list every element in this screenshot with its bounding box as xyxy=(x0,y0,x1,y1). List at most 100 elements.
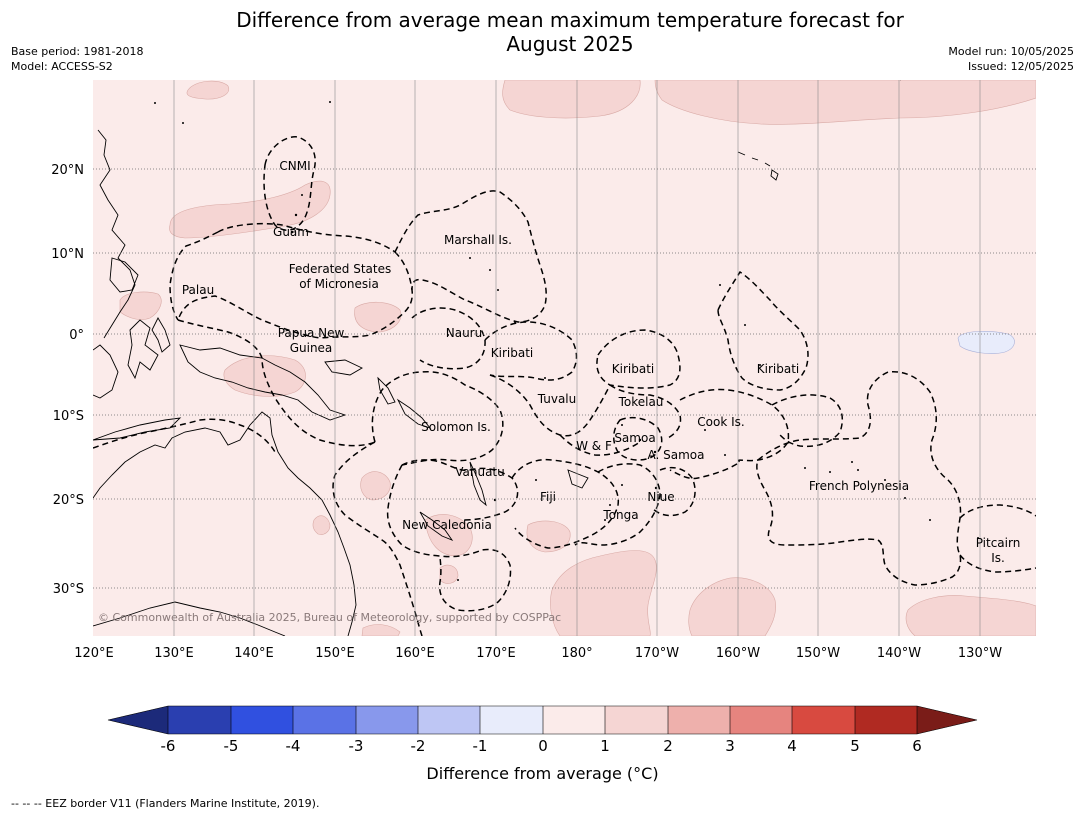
colorbar-bin xyxy=(480,706,543,734)
island-dot xyxy=(977,537,979,539)
label-asamoa: A. Samoa xyxy=(648,448,705,462)
island-dot xyxy=(604,519,606,521)
island-dot xyxy=(638,438,642,442)
lon-tick: 160°E xyxy=(395,646,435,661)
label-french-polynesia: French Polynesia xyxy=(809,479,909,493)
meta-left: Base period: 1981-2018 Model: ACCESS-S2 xyxy=(11,44,143,74)
meta-right: Model run: 10/05/2025 Issued: 12/05/2025 xyxy=(948,44,1074,74)
eez-border-nauru xyxy=(411,307,486,370)
island-dot xyxy=(182,122,184,124)
island-dot xyxy=(804,467,806,469)
lon-tick-labels: 120°E 130°E 140°E 150°E 160°E 170°E 180°… xyxy=(74,646,1002,661)
island-dot xyxy=(724,454,726,456)
eez-border-fsm xyxy=(177,251,414,339)
eez-border-fiji xyxy=(511,458,620,549)
title-line-2: August 2025 xyxy=(506,32,634,56)
coastline-new-britain xyxy=(324,359,363,376)
coastline-bougainville xyxy=(377,376,396,405)
colorbar-under xyxy=(108,706,168,734)
coastline-hawaii xyxy=(737,151,779,181)
issued-date: Issued: 12/05/2025 xyxy=(967,60,1074,73)
colorbar-over xyxy=(917,706,977,734)
eez-border-tonga xyxy=(574,463,661,546)
lat-tick: 30°S xyxy=(53,582,84,597)
island-dot xyxy=(759,364,761,366)
colorbar-bin xyxy=(792,706,855,734)
colorbar-tick: 1 xyxy=(600,737,610,755)
label-samoa: Samoa xyxy=(614,431,655,445)
graticule xyxy=(173,80,981,636)
copyright-text: © Commonwealth of Australia 2025, Bureau… xyxy=(98,611,561,624)
colorbar-tick: -5 xyxy=(224,737,239,755)
island-dot xyxy=(653,450,657,454)
lat-tick: 10°N xyxy=(51,247,84,262)
label-vanuatu: Vanuatu xyxy=(455,465,505,479)
chart-title: Difference from average mean maximum tem… xyxy=(200,8,940,56)
lon-tick: 150°W xyxy=(796,646,840,661)
colorbar-tick: -1 xyxy=(473,737,488,755)
island-dot xyxy=(829,471,831,473)
island-dot xyxy=(154,102,156,104)
eez-border-vanuatu xyxy=(401,459,519,521)
colorbar-bin xyxy=(293,706,356,734)
label-png-2: Guinea xyxy=(290,341,333,355)
colorbar-bin xyxy=(356,706,418,734)
coastline-new-guinea xyxy=(179,344,347,421)
label-png-1: Papua New xyxy=(278,326,345,340)
label-guam: Guam xyxy=(273,225,309,239)
eez-border-png xyxy=(177,319,376,447)
anomaly-patch xyxy=(360,471,391,501)
colorbar-tick: -2 xyxy=(411,737,426,755)
lat-tick: 20°N xyxy=(51,163,84,178)
eez-border-solomon xyxy=(371,370,504,466)
coastline-sulawesi xyxy=(127,319,159,380)
lon-tick: 180° xyxy=(561,646,592,661)
label-nauru: Nauru xyxy=(446,326,482,340)
title-line-1: Difference from average mean maximum tem… xyxy=(236,8,904,32)
eez-legend-note: -- -- -- EEZ border V11 (Flanders Marine… xyxy=(11,797,320,810)
model-name: Model: ACCESS-S2 xyxy=(11,60,113,73)
lon-tick: 120°E xyxy=(74,646,114,661)
colorbar-tick: 0 xyxy=(538,737,548,755)
island-dot xyxy=(497,289,499,291)
eez-border-french-polynesia xyxy=(756,370,962,586)
label-pitcairn-2: Is. xyxy=(991,551,1005,565)
island-dot xyxy=(904,497,906,499)
island-dot xyxy=(654,486,658,490)
island-dot xyxy=(329,101,331,103)
anomaly-patch xyxy=(186,80,230,100)
anomaly-patch xyxy=(905,595,1036,636)
island-dot xyxy=(704,429,706,431)
base-period: Base period: 1981-2018 xyxy=(11,45,144,58)
label-cnmi: CNMI xyxy=(279,159,310,173)
anomaly-patch xyxy=(361,624,401,636)
label-kiribati-e: Kiribati xyxy=(757,362,799,376)
island-dot xyxy=(621,484,623,486)
anomaly-patch xyxy=(439,564,459,584)
colorbar-tick: 5 xyxy=(850,737,860,755)
coastline-fiji xyxy=(567,469,589,489)
island-dot xyxy=(884,479,886,481)
colorbar-tick: -4 xyxy=(286,737,301,755)
coastline-borneo xyxy=(93,344,119,399)
colorbar-tick: -6 xyxy=(161,737,176,755)
coastline-timor xyxy=(93,417,182,441)
anomaly-patch xyxy=(354,301,402,333)
anomaly-patch xyxy=(119,291,162,320)
island-dot xyxy=(447,334,449,336)
island-dot xyxy=(929,519,931,521)
eez-border-kiribati-phoenix xyxy=(596,329,681,389)
island-dot xyxy=(535,479,537,481)
anomaly-patch xyxy=(169,180,331,239)
island-dot xyxy=(857,469,859,471)
coastline-australia-south xyxy=(93,601,286,636)
colorbar-bin xyxy=(668,706,730,734)
colorbar-bin xyxy=(855,706,917,734)
eez-border-kiribati-gilbert xyxy=(484,321,578,381)
lat-tick: 20°S xyxy=(53,493,84,508)
island-dot xyxy=(457,579,459,581)
eez-border-marshall xyxy=(394,190,547,323)
colorbar-tick: -3 xyxy=(349,737,364,755)
colorbar-bin xyxy=(231,706,293,734)
